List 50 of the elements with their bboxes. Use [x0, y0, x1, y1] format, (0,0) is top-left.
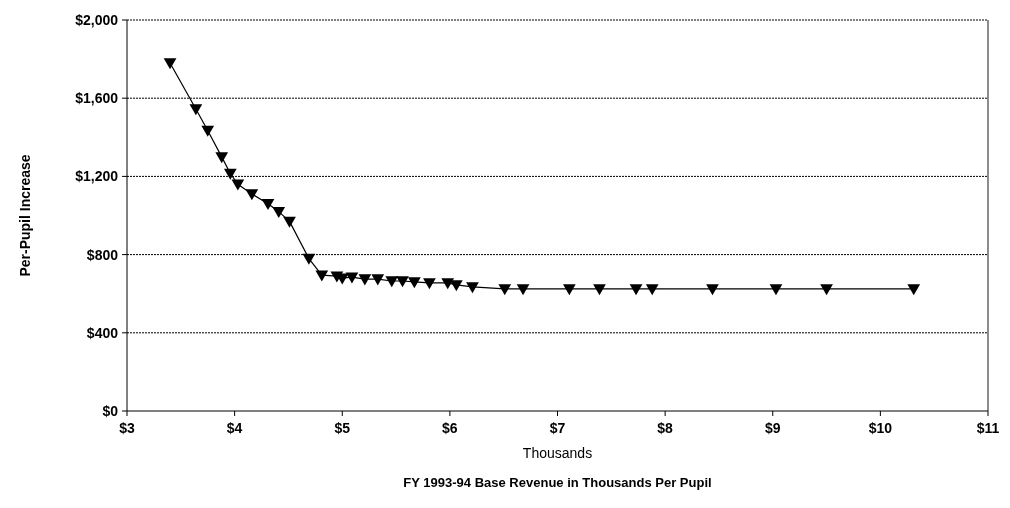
x-tick-label: $4	[226, 420, 243, 436]
point	[562, 284, 576, 296]
x-tick-label: $11	[976, 420, 1000, 436]
y-tick-label: $1,200	[75, 168, 119, 185]
y-tick-label: $0	[102, 402, 119, 419]
point	[441, 278, 455, 290]
x-tick-label: $9	[764, 420, 781, 436]
point	[408, 277, 421, 289]
point	[498, 284, 512, 296]
point	[163, 58, 177, 70]
y-axis-title: Per-Pupil Increase	[17, 154, 33, 277]
text: Thousands	[522, 445, 593, 461]
x-tick-label: $8	[657, 420, 674, 436]
x-tick-label: $7	[549, 420, 566, 436]
point	[231, 179, 245, 191]
point	[371, 274, 385, 286]
y-tick-label: $2,000	[75, 11, 119, 28]
point	[593, 284, 606, 296]
y-tick-label: $400	[86, 324, 119, 341]
point	[201, 125, 215, 137]
point	[272, 206, 286, 218]
point	[358, 274, 372, 286]
x-tick-label: $6	[442, 420, 458, 436]
point	[385, 276, 399, 288]
point	[629, 284, 643, 296]
point	[245, 189, 259, 201]
x-tick-label: $10	[868, 420, 893, 436]
point	[283, 216, 296, 228]
y-tick-label: $800	[86, 246, 119, 263]
x-tick-label: $3	[119, 420, 135, 436]
point	[345, 272, 359, 284]
point	[215, 152, 229, 164]
point	[396, 276, 409, 288]
point	[907, 284, 921, 296]
point	[516, 284, 530, 296]
point	[302, 253, 316, 265]
point	[315, 270, 329, 282]
x-axis-title: FY 1993-94 Base Revenue in Thousands Per Pupil	[403, 475, 712, 490]
point	[189, 104, 203, 116]
point	[223, 168, 237, 180]
point	[769, 284, 783, 296]
point	[449, 280, 463, 292]
point	[820, 284, 833, 296]
point	[645, 284, 659, 296]
point	[706, 284, 719, 296]
point	[261, 199, 275, 211]
point	[466, 282, 479, 294]
x-tick-label: $5	[334, 420, 351, 436]
point	[423, 278, 436, 290]
y-tick-label: $1,600	[75, 90, 119, 107]
